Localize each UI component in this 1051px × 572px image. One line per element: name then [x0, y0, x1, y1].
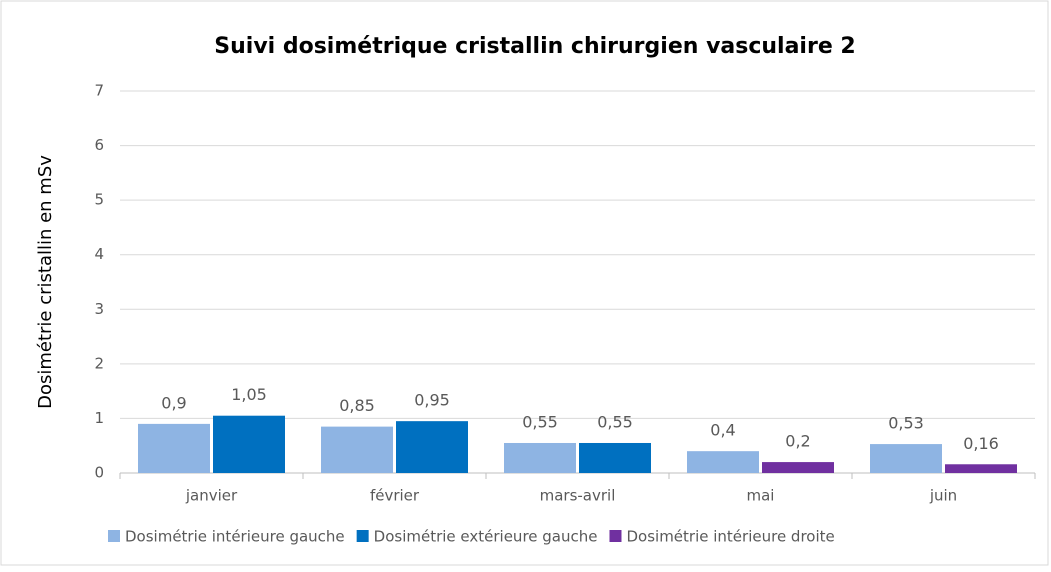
value-label: 0,95: [414, 391, 450, 410]
legend-swatch: [356, 530, 369, 542]
x-tick-label: mars-avril: [540, 487, 616, 505]
x-tick-label: mai: [747, 487, 775, 505]
value-label: 0,53: [888, 414, 924, 433]
y-tick-label: 2: [94, 354, 104, 372]
x-tick-label: juin: [929, 487, 957, 505]
bar: [579, 442, 651, 473]
y-axis-label: Dosimétrie cristallin en mSv: [35, 155, 56, 409]
value-label: 1,05: [231, 385, 267, 404]
y-tick-label: 5: [94, 191, 104, 209]
legend-label: Dosimétrie intérieure gauche: [125, 528, 345, 546]
bar: [945, 464, 1017, 473]
y-tick-label: 6: [94, 136, 104, 154]
value-label: 0,2: [785, 432, 810, 451]
x-tick-label: février: [370, 487, 420, 505]
y-tick-label: 4: [94, 245, 104, 263]
value-label: 0,9: [161, 393, 186, 412]
y-tick-label: 7: [94, 82, 104, 100]
y-tick-label: 0: [94, 464, 104, 482]
value-label: 0,55: [597, 412, 633, 431]
value-label: 0,85: [339, 396, 375, 415]
bar: [396, 421, 468, 473]
legend-swatch: [108, 530, 120, 542]
bar: [138, 423, 210, 473]
value-label: 0,55: [522, 412, 558, 431]
legend-swatch: [609, 530, 622, 542]
bar: [213, 415, 285, 473]
bar: [762, 462, 834, 473]
legend-label: Dosimétrie intérieure droite: [626, 528, 834, 546]
value-label: 0,16: [963, 434, 999, 453]
y-tick-label: 3: [94, 300, 104, 318]
value-label: 0,4: [710, 421, 735, 440]
bar: [870, 444, 942, 473]
bar: [321, 426, 393, 473]
bar: [687, 451, 759, 473]
y-tick-label: 1: [94, 409, 104, 427]
bar: [504, 442, 576, 473]
legend-label: Dosimétrie extérieure gauche: [374, 528, 598, 546]
x-tick-label: janvier: [185, 487, 238, 505]
chart-title: Suivi dosimétrique cristallin chirurgien…: [214, 34, 855, 59]
